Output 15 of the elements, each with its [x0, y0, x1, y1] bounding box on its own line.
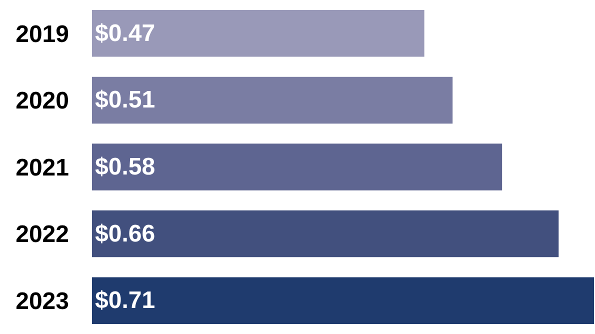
y-tick-label: 2020 [16, 88, 69, 115]
data-label: $0.66 [95, 220, 156, 248]
data-label: $0.58 [95, 154, 156, 180]
y-tick-label: 2023 [16, 288, 69, 315]
bar [92, 277, 594, 324]
data-label: $0.47 [95, 20, 156, 47]
data-label: $0.71 [95, 287, 156, 314]
bar [92, 144, 502, 190]
data-label: $0.51 [95, 86, 156, 114]
y-tick-label: 2022 [16, 221, 69, 248]
bar [92, 76, 453, 124]
bar [92, 210, 559, 258]
y-tick-label: 2021 [16, 154, 69, 182]
y-tick-label: 2019 [16, 20, 69, 48]
bar [92, 10, 424, 57]
